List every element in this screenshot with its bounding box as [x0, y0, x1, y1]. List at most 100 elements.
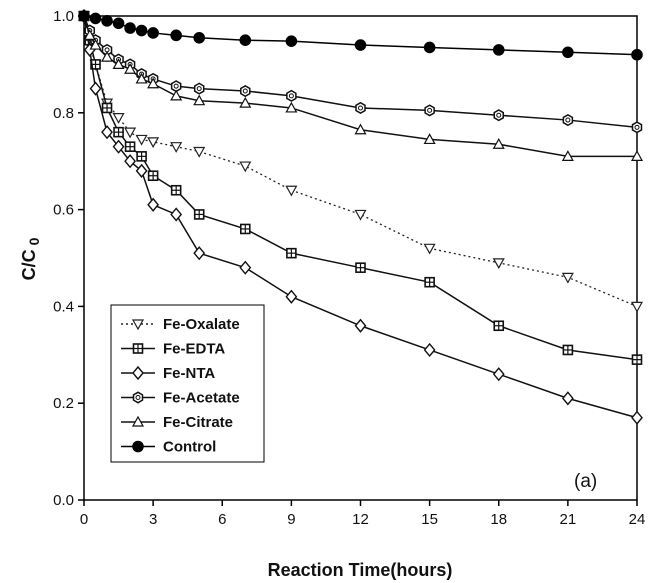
marker-inner-circle [242, 88, 248, 94]
data-point-control [631, 48, 643, 61]
data-point-control [492, 44, 505, 56]
y-tick-label: 0.2 [53, 395, 74, 412]
legend-marker-fe-nta [132, 365, 144, 381]
data-point-fe-oxalate [630, 301, 644, 313]
legend-marker-control [132, 440, 144, 453]
data-point-fe-edta [424, 276, 435, 288]
data-point-fe-acetate [193, 82, 205, 95]
marker-inner-circle [358, 105, 363, 111]
axes-layer: 0 3 6 9 12 15 18 21 24 0.0 0.2 0.4 0.6 0.8 1.0 [53, 8, 645, 528]
legend-label-fe-edta: Fe-EDTA [163, 341, 225, 358]
marker-hexagon [493, 109, 504, 122]
marker-inner-circle [135, 395, 141, 400]
x-tick-label: 9 [287, 511, 295, 528]
legend-label-fe-nta: Fe-NTA [163, 365, 215, 382]
x-tick-label: 15 [421, 511, 438, 528]
data-point-control [78, 10, 90, 22]
legend-marker-fe-edta [132, 343, 144, 354]
legend-label-fe-citrate: Fe-Citrate [163, 414, 233, 431]
data-point-fe-edta [101, 102, 113, 114]
data-point-fe-edta [170, 184, 182, 196]
data-point-fe-edta [631, 354, 643, 365]
data-point-control [147, 27, 159, 39]
data-point-control [101, 15, 113, 27]
data-point-fe-edta [562, 344, 574, 356]
legend-label-fe-acetate: Fe-Acetate [163, 390, 240, 407]
data-point-fe-citrate [354, 123, 367, 135]
y-axis-title: C/C 0 [19, 237, 42, 280]
legend-item-fe-oxalate: Fe-Oxalate [121, 316, 240, 333]
data-point-fe-citrate [239, 96, 252, 108]
data-point-fe-nta [112, 139, 125, 154]
series-layer [77, 8, 644, 425]
data-point-control [89, 12, 102, 25]
data-point-fe-acetate [562, 113, 574, 127]
data-point-control [112, 17, 125, 30]
legend-item-control: Control [121, 439, 216, 456]
marker-hexagon [355, 101, 366, 115]
x-axis-title: Reaction Time(hours) [268, 560, 453, 580]
data-point-fe-nta [492, 367, 505, 382]
legend-label-fe-oxalate: Fe-Oxalate [163, 316, 240, 333]
legend: Fe-Oxalate Fe-EDTA Fe-NTA Fe-Acetate Fe-Citr… [110, 304, 265, 463]
y-tick-label: 0.4 [53, 298, 74, 315]
data-point-fe-citrate [135, 72, 148, 84]
marker-hexagon [286, 89, 297, 102]
data-point-fe-oxalate [124, 127, 137, 139]
y-axis-title-main: C/C [19, 249, 39, 280]
x-tick-label: 18 [490, 511, 507, 528]
legend-box [110, 304, 265, 463]
data-point-fe-edta [355, 262, 366, 273]
data-point-fe-citrate [630, 150, 644, 161]
data-point-fe-nta [423, 342, 436, 358]
marker-inner-circle [496, 112, 502, 118]
data-point-fe-acetate [355, 101, 366, 115]
marker-inner-circle [427, 107, 433, 113]
data-point-fe-edta [493, 320, 505, 332]
data-point-fe-oxalate [193, 146, 206, 158]
data-point-fe-citrate [124, 63, 137, 74]
data-point-fe-citrate [89, 38, 102, 50]
x-tick-label: 6 [218, 511, 226, 528]
data-point-fe-edta [286, 247, 297, 259]
data-point-fe-acetate [286, 89, 297, 102]
panel-label: (a) [574, 471, 597, 492]
data-point-fe-edta [239, 223, 251, 235]
data-point-fe-nta [135, 163, 148, 178]
legend-item-fe-citrate: Fe-Citrate [121, 414, 233, 431]
data-point-fe-oxalate [239, 161, 252, 173]
marker-hexagon [424, 104, 435, 117]
legend-item-fe-nta: Fe-NTA [121, 365, 215, 382]
data-point-fe-oxalate [492, 258, 505, 270]
data-point-fe-edta [124, 141, 136, 152]
data-point-fe-nta [285, 289, 298, 304]
data-point-control [124, 22, 136, 34]
data-point-fe-acetate [631, 121, 643, 134]
data-point-fe-citrate [492, 138, 505, 149]
data-point-fe-edta [193, 209, 205, 220]
marker-inner-circle [173, 83, 179, 89]
data-point-fe-citrate [285, 101, 298, 113]
marker-hexagon [132, 391, 144, 404]
data-point-fe-citrate [561, 150, 574, 161]
data-point-fe-edta [147, 170, 159, 182]
legend-item-fe-edta: Fe-EDTA [121, 341, 225, 358]
y-tick-label: 0.8 [53, 105, 74, 122]
marker-hexagon [240, 84, 251, 98]
data-point-fe-citrate [101, 50, 114, 62]
data-point-fe-citrate [170, 89, 183, 101]
data-point-fe-oxalate [285, 185, 298, 197]
series-control [78, 10, 643, 61]
data-point-control [170, 29, 182, 42]
data-point-fe-nta [193, 246, 206, 261]
data-point-fe-oxalate [147, 137, 160, 149]
data-point-fe-acetate [240, 84, 251, 98]
data-point-control [239, 34, 252, 46]
data-point-control [193, 31, 206, 44]
legend-marker-fe-oxalate [131, 319, 145, 331]
data-point-fe-acetate [424, 104, 435, 117]
legend-marker-fe-citrate [131, 415, 145, 427]
x-tick-label: 21 [560, 511, 577, 528]
